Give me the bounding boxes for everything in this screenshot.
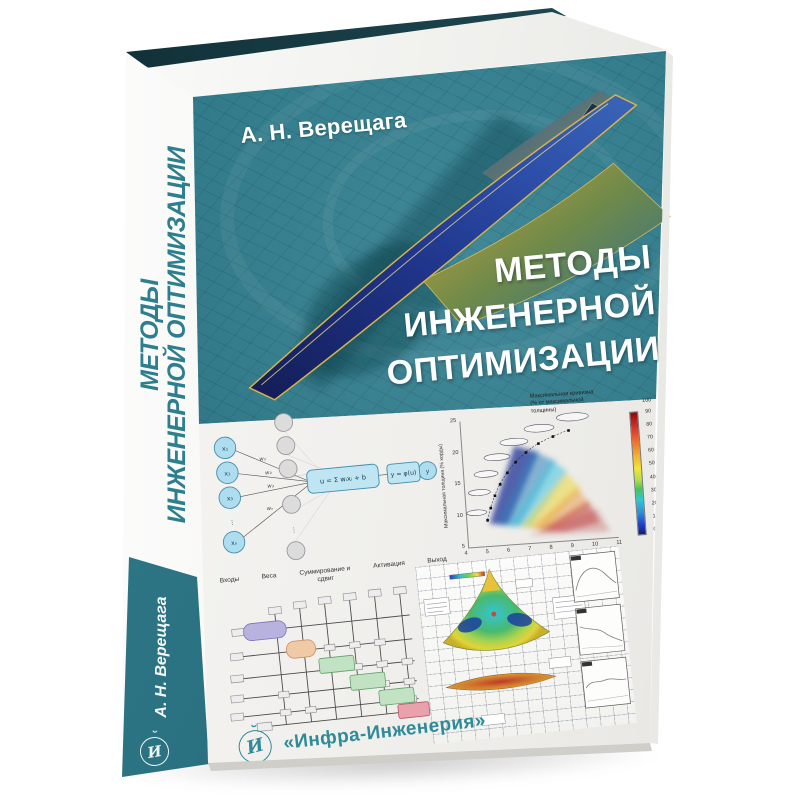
list-item: Веса bbox=[261, 572, 277, 581]
edge-weight-label: w₃ bbox=[267, 483, 274, 490]
list-item: МЕТОДЫ bbox=[136, 279, 164, 391]
list-item: 5 bbox=[461, 543, 466, 550]
scatter-cloud bbox=[466, 412, 611, 536]
edge-weight-label: w₁ bbox=[259, 456, 266, 463]
list-item: 20 bbox=[452, 449, 459, 456]
spine-author: А. Н. Верещага bbox=[153, 596, 170, 718]
scatter-plot-area bbox=[459, 411, 619, 549]
list-item: 7 bbox=[528, 546, 532, 553]
list-item: 10 bbox=[456, 512, 464, 519]
list-item: Входы bbox=[219, 575, 240, 585]
edge-weight-label: w₂ bbox=[265, 470, 273, 477]
list-item: 15 bbox=[454, 480, 461, 488]
colorbar-max-label: 100 bbox=[641, 397, 652, 404]
list-item: 70 bbox=[646, 434, 654, 441]
aircraft-cfd-art bbox=[220, 49, 694, 401]
pareto-scatter-plot: Максимальная кривизна (% от максимальной т… bbox=[424, 384, 664, 585]
list-item: 5 bbox=[485, 549, 490, 556]
colorbar-title: Максимальная кривизна (% от максимальной т… bbox=[530, 387, 635, 416]
neuron-diagram-graphic: w₁ w₂ w₃ wₙ x₁ x₂ x₃ xₙ y ⋮ ⋮ bbox=[213, 413, 437, 561]
neuron-diagram: w₁ w₂ w₃ wₙ x₁ x₂ x₃ xₙ y ⋮ ⋮ bbox=[204, 395, 448, 592]
list-item: 80 bbox=[646, 421, 653, 428]
ellipsis-glyph: ⋮ bbox=[229, 519, 236, 527]
list-item: 90 bbox=[645, 408, 652, 415]
list-item: Активация bbox=[372, 559, 406, 570]
list-item: 25 bbox=[449, 417, 457, 425]
output-node-label: y bbox=[425, 468, 430, 475]
list-item: 9 bbox=[570, 543, 575, 550]
edge-weight-label: wₙ bbox=[267, 506, 274, 513]
publisher-logo-accent: ˘ bbox=[248, 722, 258, 742]
input-node-label: x₁ bbox=[222, 445, 229, 453]
flowchart-graphic bbox=[229, 585, 431, 732]
cfd-optimization-panel bbox=[415, 545, 637, 745]
activation-formula: y = φ(u) bbox=[390, 469, 416, 478]
list-item: 4 bbox=[464, 550, 468, 557]
spine-title: МЕТОДЫ ИНЖЕНЕРНОЙ ОПТИМИЗАЦИИ bbox=[136, 121, 193, 549]
list-item: 8 bbox=[549, 544, 553, 551]
input-node-label: x₂ bbox=[224, 470, 231, 478]
ellipsis-glyph: ⋮ bbox=[291, 527, 298, 535]
spine-logo-accent: ˘ bbox=[149, 728, 158, 746]
list-item: 10 bbox=[591, 541, 599, 548]
list-item: 40 bbox=[649, 473, 656, 481]
colorbar bbox=[629, 411, 647, 536]
list-item: 6 bbox=[506, 547, 511, 554]
cfd-graphic bbox=[423, 550, 631, 726]
input-node-label: x₃ bbox=[226, 495, 233, 503]
list-item: 50 bbox=[648, 460, 655, 468]
list-item: ИНЖЕНЕРНОЙ ОПТИМИЗАЦИИ bbox=[163, 146, 191, 524]
cover-title: МЕТОДЫ ИНЖЕНЕРНОЙ ОПТИМИЗАЦИИ bbox=[362, 234, 662, 398]
input-node-label: xₙ bbox=[231, 540, 238, 548]
list-item: 60 bbox=[647, 447, 655, 454]
aircraft-illustration bbox=[204, 39, 694, 408]
process-flowchart bbox=[217, 584, 435, 745]
